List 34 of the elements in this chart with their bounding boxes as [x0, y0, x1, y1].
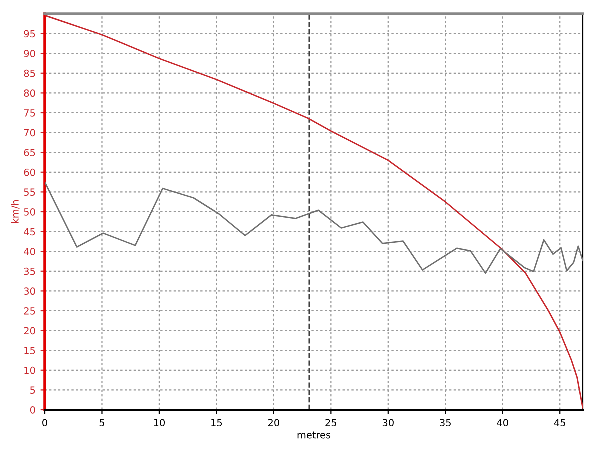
y-tick-label: 85 — [24, 70, 36, 78]
x-tick-label: 10 — [154, 419, 166, 427]
y-tick-label: 25 — [24, 307, 36, 315]
line-series — [45, 182, 583, 274]
x-tick-label: 25 — [326, 419, 337, 427]
x-tick-label: 40 — [497, 419, 508, 427]
y-tick-label: 30 — [24, 288, 36, 296]
y-axis-title: km/h — [11, 200, 20, 224]
y-tick-label: 40 — [24, 248, 36, 256]
y-tick-label: 95 — [24, 30, 36, 38]
x-axis-title: metres — [298, 432, 331, 439]
y-tick-label: 5 — [30, 386, 36, 394]
y-tick-label: 60 — [24, 168, 36, 176]
y-tick-label: 55 — [24, 188, 36, 196]
x-tick-label: 20 — [268, 419, 280, 427]
x-tick-label: 0 — [42, 419, 48, 427]
y-tick-label: 65 — [24, 149, 36, 156]
y-tick-label: 45 — [24, 228, 36, 236]
y-tick-label: 15 — [24, 347, 36, 354]
y-tick-label: 35 — [24, 268, 36, 276]
y-tick-label: 90 — [24, 50, 36, 58]
y-tick-label: 10 — [24, 366, 36, 374]
line-series — [45, 14, 583, 409]
x-tick-label: 5 — [100, 419, 104, 427]
x-tick-label: 45 — [554, 419, 566, 427]
x-tick-label: 15 — [212, 419, 222, 427]
x-tick-label: 35 — [440, 419, 451, 427]
y-tick-label: 70 — [24, 129, 36, 137]
y-tick-label: 20 — [24, 327, 36, 335]
y-tick-label: 50 — [24, 208, 36, 216]
y-tick-label: 80 — [24, 90, 36, 98]
y-tick-label: 75 — [24, 110, 36, 117]
x-tick-label: 30 — [382, 419, 394, 427]
y-tick-label: 0 — [30, 406, 36, 414]
